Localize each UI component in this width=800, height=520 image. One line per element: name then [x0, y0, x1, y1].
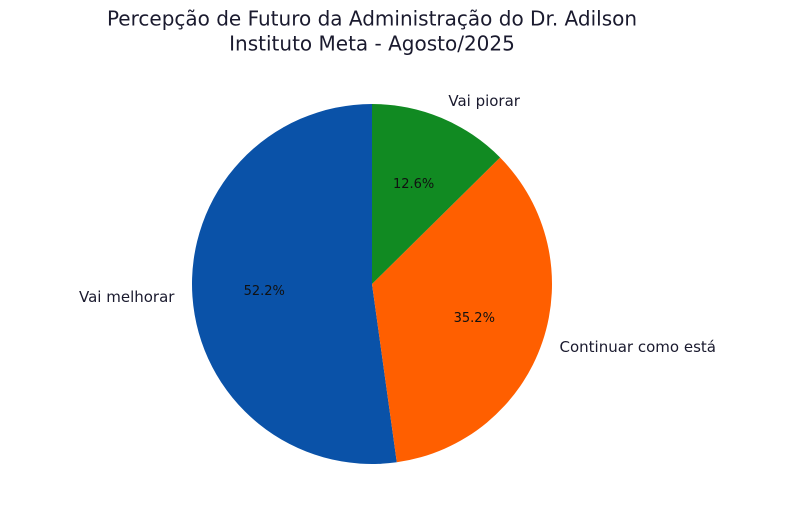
- pie-slice: [372, 157, 552, 463]
- slice-label: Continuar como está: [560, 338, 716, 356]
- pie-slice: [191, 104, 397, 464]
- chart-title: Percepção de Futuro da Administração do …: [107, 7, 637, 31]
- value-label: 52.2%: [244, 284, 285, 299]
- chart-subtitle: Instituto Meta - Agosto/2025: [229, 32, 515, 56]
- slice-label: Vai melhorar: [79, 288, 175, 306]
- slice-label: Vai piorar: [448, 92, 520, 110]
- pie-slice: [372, 104, 501, 284]
- value-label: 35.2%: [454, 311, 495, 326]
- value-label: 12.6%: [393, 177, 434, 192]
